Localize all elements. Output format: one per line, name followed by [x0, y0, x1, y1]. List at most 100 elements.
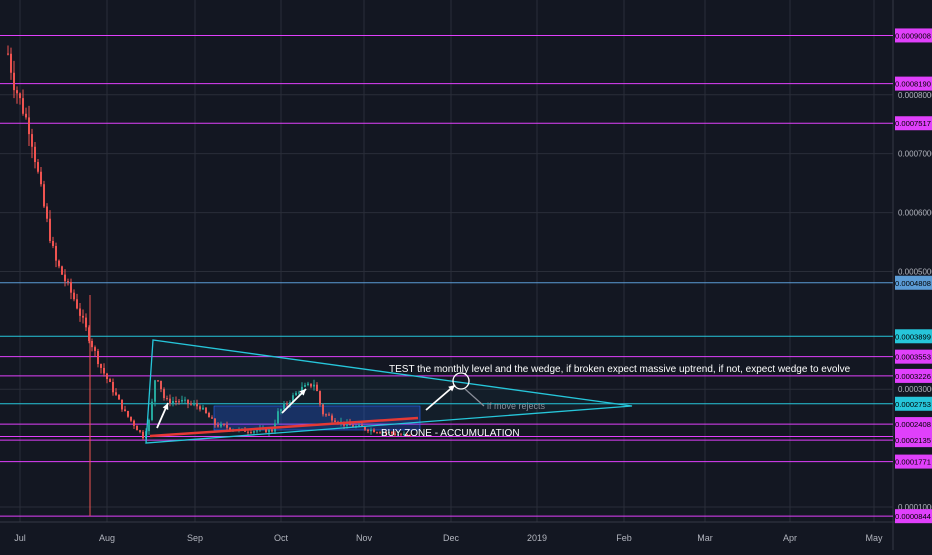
x-tick-label: Apr [783, 533, 797, 543]
candle-body [64, 274, 66, 282]
candle-body [127, 410, 129, 417]
candle-body [304, 384, 306, 387]
candle-body [151, 401, 153, 420]
candle-body [295, 392, 297, 396]
price-level-badge [895, 28, 932, 43]
candle-body [247, 431, 249, 433]
candle-body [298, 392, 300, 394]
candle-body [67, 281, 69, 283]
candle-body [397, 434, 399, 436]
candle-body [286, 403, 288, 405]
candle-body [133, 420, 135, 426]
price-level-label: 0.0003553 [895, 353, 931, 362]
candle-body [202, 407, 204, 410]
annotation-arrow [425, 384, 456, 411]
price-level-label: 0.0009008 [895, 31, 931, 40]
candle-body [88, 327, 90, 341]
candle-body [220, 423, 222, 427]
candle-body [280, 409, 282, 412]
candle-body [376, 432, 378, 434]
candle-body [319, 391, 321, 405]
candle-body [37, 162, 39, 172]
candle-body [61, 266, 63, 275]
candle-body [301, 386, 303, 393]
candle-body [364, 427, 366, 430]
candle-body [289, 402, 291, 405]
price-level-badge [895, 76, 932, 91]
price-level-badge [895, 368, 932, 383]
price-level-label: 0.0003899 [895, 332, 931, 341]
candle-body [79, 308, 81, 316]
candle-body [19, 93, 21, 99]
candle-body [346, 422, 348, 426]
candle-body [208, 413, 210, 418]
price-level-badge [895, 454, 932, 469]
x-tick-label: Feb [616, 533, 632, 543]
candle-body [166, 398, 168, 400]
candle-body [352, 425, 354, 428]
x-tick-label: Oct [274, 533, 289, 543]
x-tick-label: 2019 [527, 533, 547, 543]
candle-body [31, 134, 33, 147]
candle-body [316, 384, 318, 392]
arrow-head [448, 385, 455, 392]
candle-body [43, 184, 45, 207]
candle-body [310, 383, 312, 387]
candle-body [406, 433, 408, 435]
candle-body [103, 367, 105, 374]
candle-body [193, 403, 195, 405]
x-tick-label: Nov [356, 533, 373, 543]
test-circle-marker [452, 372, 470, 390]
candle-body [409, 434, 411, 436]
candle-body [379, 432, 381, 434]
candle-body [391, 431, 393, 434]
arrow-head [162, 403, 169, 410]
candle-body [322, 404, 324, 415]
candle-body [271, 429, 273, 432]
x-tick-label: Mar [697, 533, 713, 543]
candle-body [7, 53, 9, 55]
candle-body [313, 384, 315, 387]
candle-body [58, 260, 60, 267]
candle-body [250, 432, 252, 434]
candle-body [55, 246, 57, 261]
candle-body [328, 414, 330, 416]
price-level-label: 0.0002135 [895, 436, 931, 445]
candle-body [25, 113, 27, 118]
candle-body [148, 419, 150, 432]
x-tick-label: Sep [187, 533, 203, 543]
candle-body [124, 409, 126, 411]
candle-body [157, 380, 159, 382]
price-level-badge [895, 329, 932, 344]
x-tick-label: Dec [443, 533, 460, 543]
rejection-annotation: if move rejects [487, 401, 546, 411]
candle-body [385, 432, 387, 434]
candle-body [115, 392, 117, 395]
candle-body [178, 401, 180, 403]
price-level-badge [895, 417, 932, 432]
candle-body [73, 292, 75, 300]
candle-body [349, 422, 351, 426]
candle-body [283, 403, 285, 410]
price-level-badge [895, 116, 932, 131]
candle-body [82, 315, 84, 318]
candle-body [52, 240, 54, 247]
buy-zone-annotation: BUY ZONE - ACCUMULATION [381, 428, 520, 439]
price-level-label: 0.0008190 [895, 80, 931, 89]
price-level-badge [895, 396, 932, 411]
candle-body [196, 403, 198, 407]
candle-body [49, 218, 51, 241]
rejection-arrow [464, 388, 485, 407]
candle-body [10, 53, 12, 73]
candle-body [403, 433, 405, 435]
candle-body [211, 417, 213, 419]
candle-body [97, 350, 99, 365]
candle-body [34, 146, 36, 163]
price-level-badge [895, 509, 932, 524]
